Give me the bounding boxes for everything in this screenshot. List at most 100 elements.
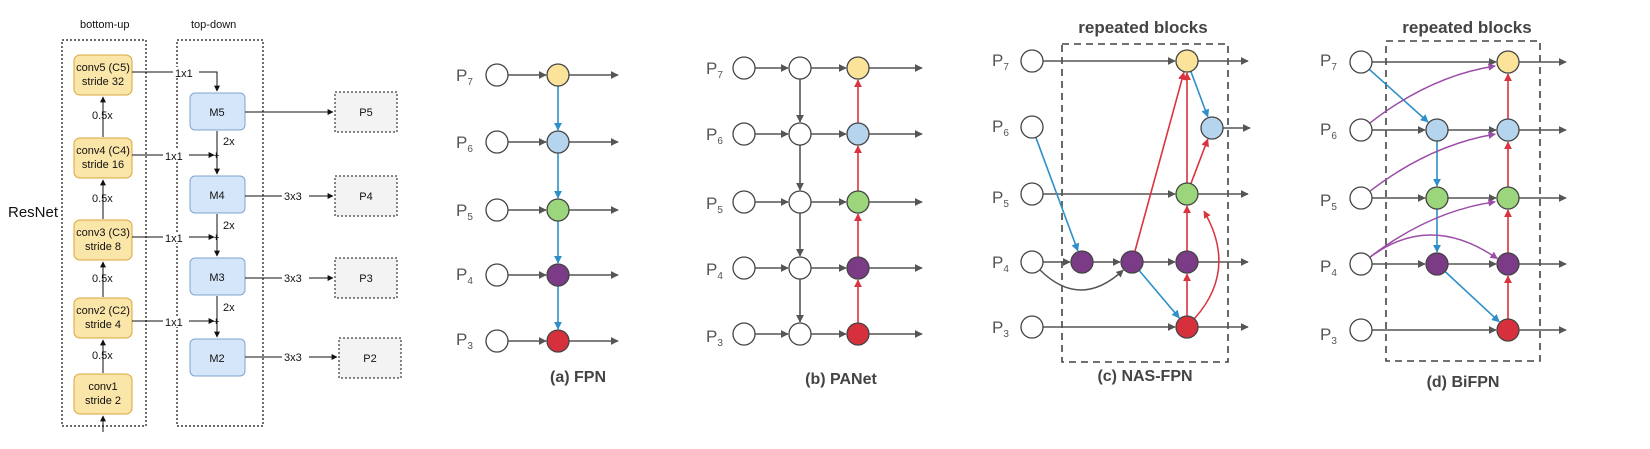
intermediate-node <box>1425 186 1449 210</box>
nasfpn-level-labels: P7 P6 P5 P4 P3 <box>992 51 1009 340</box>
output-node <box>546 130 570 154</box>
feature-edge <box>1369 63 1496 124</box>
feature-edge <box>1039 269 1124 291</box>
input-node <box>1020 250 1044 274</box>
input-node <box>732 190 756 214</box>
input-node <box>485 130 509 154</box>
lateral-label: 1x1 <box>175 68 193 80</box>
level-label: P6 <box>992 117 1009 139</box>
input-node <box>1020 115 1044 139</box>
bottom-up-frame <box>61 39 147 427</box>
feature-nodes <box>485 49 1520 353</box>
level-label: P4 <box>1320 257 1337 279</box>
input-node <box>485 329 509 353</box>
level-label: P3 <box>1320 325 1337 347</box>
upsample-label: 2x <box>223 136 235 148</box>
input-node <box>485 263 509 287</box>
m-block: M5 <box>189 92 246 131</box>
intermediate-node <box>788 122 812 146</box>
level-label: P5 <box>1320 191 1337 213</box>
conv-block: conv3 (C3) stride 8 <box>73 219 133 261</box>
downsample-label: 0.5x <box>92 110 113 122</box>
p-block: P4 <box>334 175 398 217</box>
bifpn-level-labels: P7 P6 P5 P4 P3 <box>1320 51 1337 347</box>
upsample-label: 2x <box>223 220 235 232</box>
output-conv-label: 3x3 <box>284 191 302 203</box>
feature-edge <box>1138 269 1180 319</box>
level-label: P4 <box>706 260 723 282</box>
feature-edge <box>1369 131 1496 192</box>
bifpn-repeated-frame <box>1385 40 1541 362</box>
level-label: P4 <box>456 265 473 287</box>
resnet-fpn-detail: ResNet bottom-up top-down conv5 (C5) str… <box>8 19 402 432</box>
output-node <box>1496 186 1520 210</box>
fpn-level-labels: P7 P6 P5 P4 P3 <box>456 66 473 352</box>
output-node <box>1175 49 1199 73</box>
input-node <box>485 63 509 87</box>
output-node <box>1496 318 1520 342</box>
m-block: M3 <box>189 257 246 296</box>
feature-edge <box>1190 71 1210 118</box>
svg-text:stride 2: stride 2 <box>85 395 121 407</box>
svg-text:conv4 (C4): conv4 (C4) <box>76 145 130 157</box>
output-node <box>1200 116 1224 140</box>
bifpn-caption: (d) BiFPN <box>1427 374 1500 391</box>
downsample-label: 0.5x <box>92 273 113 285</box>
output-node <box>846 256 870 280</box>
feature-edge <box>1035 137 1080 252</box>
input-node <box>1349 186 1373 210</box>
conv-block: conv5 (C5) stride 32 <box>73 54 133 96</box>
bifpn-block-label: repeated blocks <box>1402 18 1531 37</box>
panet-caption: (b) PANet <box>805 371 877 388</box>
feature-edges <box>508 57 1567 345</box>
output-node <box>1175 182 1199 206</box>
level-label: P3 <box>992 318 1009 340</box>
level-label: P5 <box>456 201 473 223</box>
feature-edge <box>1134 71 1186 252</box>
nasfpn-repeated-frame <box>1061 43 1229 363</box>
nasfpn-caption: (c) NAS-FPN <box>1097 368 1192 385</box>
svg-text:P3: P3 <box>359 273 372 285</box>
input-node <box>1349 118 1373 142</box>
input-node <box>1020 49 1044 73</box>
level-label: P4 <box>992 253 1009 275</box>
input-node <box>732 56 756 80</box>
level-label: P3 <box>706 327 723 349</box>
input-node <box>1020 182 1044 206</box>
output-conv-label: 3x3 <box>284 352 302 364</box>
intermediate-node <box>788 256 812 280</box>
svg-text:stride 16: stride 16 <box>82 159 124 171</box>
intermediate-node <box>1120 250 1144 274</box>
level-label: P7 <box>706 59 723 81</box>
conv-block: conv1 stride 2 <box>73 373 133 415</box>
m-block: M2 <box>189 338 246 377</box>
input-node <box>732 256 756 280</box>
feature-edge <box>1369 199 1496 258</box>
input-node <box>1020 315 1044 339</box>
input-node <box>1349 50 1373 74</box>
output-node <box>846 56 870 80</box>
level-label: P7 <box>456 66 473 88</box>
output-node <box>846 190 870 214</box>
bottom-up-label: bottom-up <box>80 19 130 31</box>
svg-text:P2: P2 <box>363 353 376 365</box>
output-node <box>846 122 870 146</box>
lateral-label: 1x1 <box>165 317 183 329</box>
lateral-label: 1x1 <box>165 233 183 245</box>
feature-edge <box>1444 270 1500 323</box>
output-node <box>1175 250 1199 274</box>
lateral-label: 1x1 <box>165 151 183 163</box>
plus-label: + <box>213 316 219 328</box>
svg-text:stride 8: stride 8 <box>85 241 121 253</box>
svg-text:conv1: conv1 <box>88 381 117 393</box>
svg-text:M2: M2 <box>209 353 224 365</box>
feature-edge <box>1369 234 1498 260</box>
level-label: P7 <box>992 51 1009 73</box>
level-label: P6 <box>706 125 723 147</box>
downsample-label: 0.5x <box>92 350 113 362</box>
output-node <box>1496 50 1520 74</box>
plus-label: + <box>213 232 219 244</box>
intermediate-node <box>1070 250 1094 274</box>
output-node <box>546 329 570 353</box>
